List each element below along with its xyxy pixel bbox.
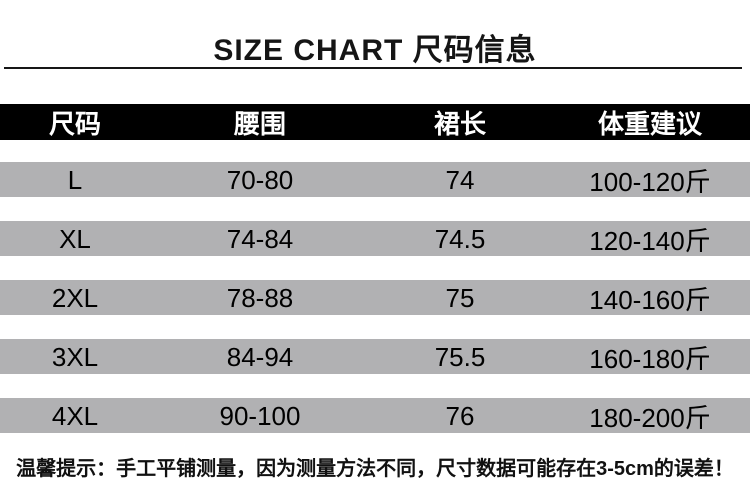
cell-weight: 140-160斤: [589, 285, 711, 315]
cell-weight: 100-120斤: [589, 167, 711, 197]
cell-size: 4XL: [51, 401, 99, 431]
table-row: XL 74-84 74.5 120-140斤: [0, 221, 750, 256]
table-header-row: 尺码 腰围 裙长 体重建议: [0, 104, 750, 140]
cell-size: 3XL: [51, 342, 99, 372]
cell-skirt-length: 75.5: [434, 342, 486, 372]
header-skirt-length: 裙长: [433, 109, 486, 139]
header-size: 尺码: [48, 109, 101, 139]
cell-waist: 90-100: [219, 401, 301, 431]
cell-skirt-length: 76: [445, 401, 475, 431]
cell-size: 2XL: [51, 283, 99, 313]
cell-size: XL: [59, 224, 91, 254]
table-row: L 70-80 74 100-120斤: [0, 162, 750, 197]
table-row: 3XL 84-94 75.5 160-180斤: [0, 339, 750, 374]
cell-skirt-length: 75: [445, 283, 475, 313]
page-title: SIZE CHART 尺码信息: [213, 34, 537, 67]
cell-skirt-length: 74.5: [434, 224, 486, 254]
cell-weight: 180-200斤: [589, 403, 711, 433]
cell-size: L: [67, 165, 83, 195]
header-waist: 腰围: [233, 109, 286, 139]
header-weight-suggestion: 体重建议: [597, 109, 702, 139]
cell-weight: 160-180斤: [589, 344, 711, 374]
measurement-disclaimer-note: 温馨提示：手工平铺测量，因为测量方法不同，尺寸数据可能存在3-5cm的误差！: [16, 458, 734, 480]
table-body: L 70-80 74 100-120斤 XL 74-84 74.5 120-14…: [0, 162, 750, 457]
table-row: 4XL 90-100 76 180-200斤: [0, 398, 750, 433]
cell-skirt-length: 74: [445, 165, 475, 195]
cell-weight: 120-140斤: [589, 226, 711, 256]
cell-waist: 78-88: [226, 283, 294, 313]
table-row: 2XL 78-88 75 140-160斤: [0, 280, 750, 315]
cell-waist: 70-80: [226, 165, 294, 195]
title-divider-line: [4, 67, 742, 69]
cell-waist: 74-84: [226, 224, 294, 254]
cell-waist: 84-94: [226, 342, 294, 372]
